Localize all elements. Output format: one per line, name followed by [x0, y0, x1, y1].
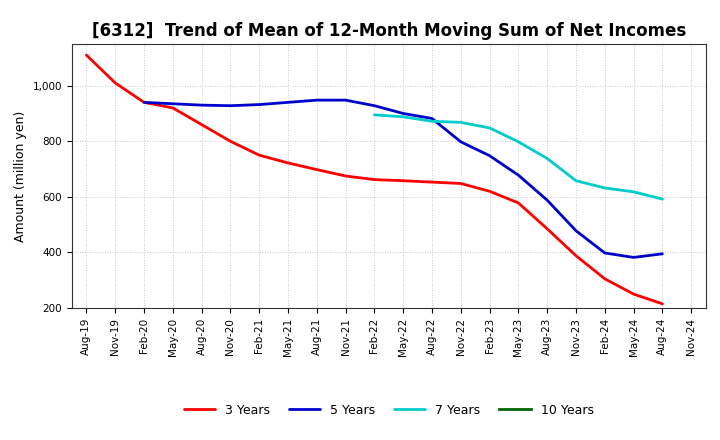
Line: 3 Years: 3 Years: [86, 55, 662, 304]
3 Years: [600, 276, 609, 282]
5 Years: [140, 100, 148, 105]
7 Years: [572, 178, 580, 183]
5 Years: [428, 116, 436, 121]
7 Years: [485, 125, 494, 131]
5 Years: [485, 153, 494, 158]
Title: [6312]  Trend of Mean of 12-Month Moving Sum of Net Incomes: [6312] Trend of Mean of 12-Month Moving …: [91, 22, 686, 40]
5 Years: [226, 103, 235, 108]
7 Years: [399, 114, 408, 119]
Y-axis label: Amount (million yen): Amount (million yen): [14, 110, 27, 242]
5 Years: [370, 103, 379, 108]
5 Years: [600, 250, 609, 256]
3 Years: [572, 253, 580, 258]
5 Years: [629, 255, 638, 260]
7 Years: [514, 139, 523, 144]
3 Years: [312, 167, 321, 172]
3 Years: [140, 100, 148, 105]
7 Years: [658, 196, 667, 202]
3 Years: [629, 291, 638, 297]
7 Years: [370, 112, 379, 117]
3 Years: [341, 173, 350, 179]
3 Years: [514, 200, 523, 205]
7 Years: [456, 120, 465, 125]
5 Years: [658, 251, 667, 257]
Line: 5 Years: 5 Years: [144, 100, 662, 257]
3 Years: [485, 189, 494, 194]
3 Years: [168, 105, 177, 110]
5 Years: [456, 139, 465, 144]
7 Years: [428, 119, 436, 124]
3 Years: [82, 52, 91, 58]
5 Years: [312, 98, 321, 103]
3 Years: [658, 301, 667, 307]
3 Years: [399, 178, 408, 183]
3 Years: [255, 153, 264, 158]
5 Years: [514, 172, 523, 178]
3 Years: [226, 139, 235, 144]
3 Years: [284, 160, 292, 165]
3 Years: [428, 180, 436, 185]
5 Years: [572, 228, 580, 233]
5 Years: [197, 103, 206, 108]
Legend: 3 Years, 5 Years, 7 Years, 10 Years: 3 Years, 5 Years, 7 Years, 10 Years: [179, 399, 598, 422]
7 Years: [629, 189, 638, 194]
5 Years: [168, 101, 177, 106]
3 Years: [111, 80, 120, 85]
3 Years: [543, 226, 552, 231]
5 Years: [543, 198, 552, 203]
Line: 7 Years: 7 Years: [374, 115, 662, 199]
7 Years: [600, 185, 609, 191]
3 Years: [370, 177, 379, 182]
5 Years: [255, 102, 264, 107]
5 Years: [284, 100, 292, 105]
3 Years: [197, 122, 206, 127]
5 Years: [341, 98, 350, 103]
7 Years: [543, 156, 552, 161]
3 Years: [456, 181, 465, 186]
5 Years: [399, 111, 408, 116]
